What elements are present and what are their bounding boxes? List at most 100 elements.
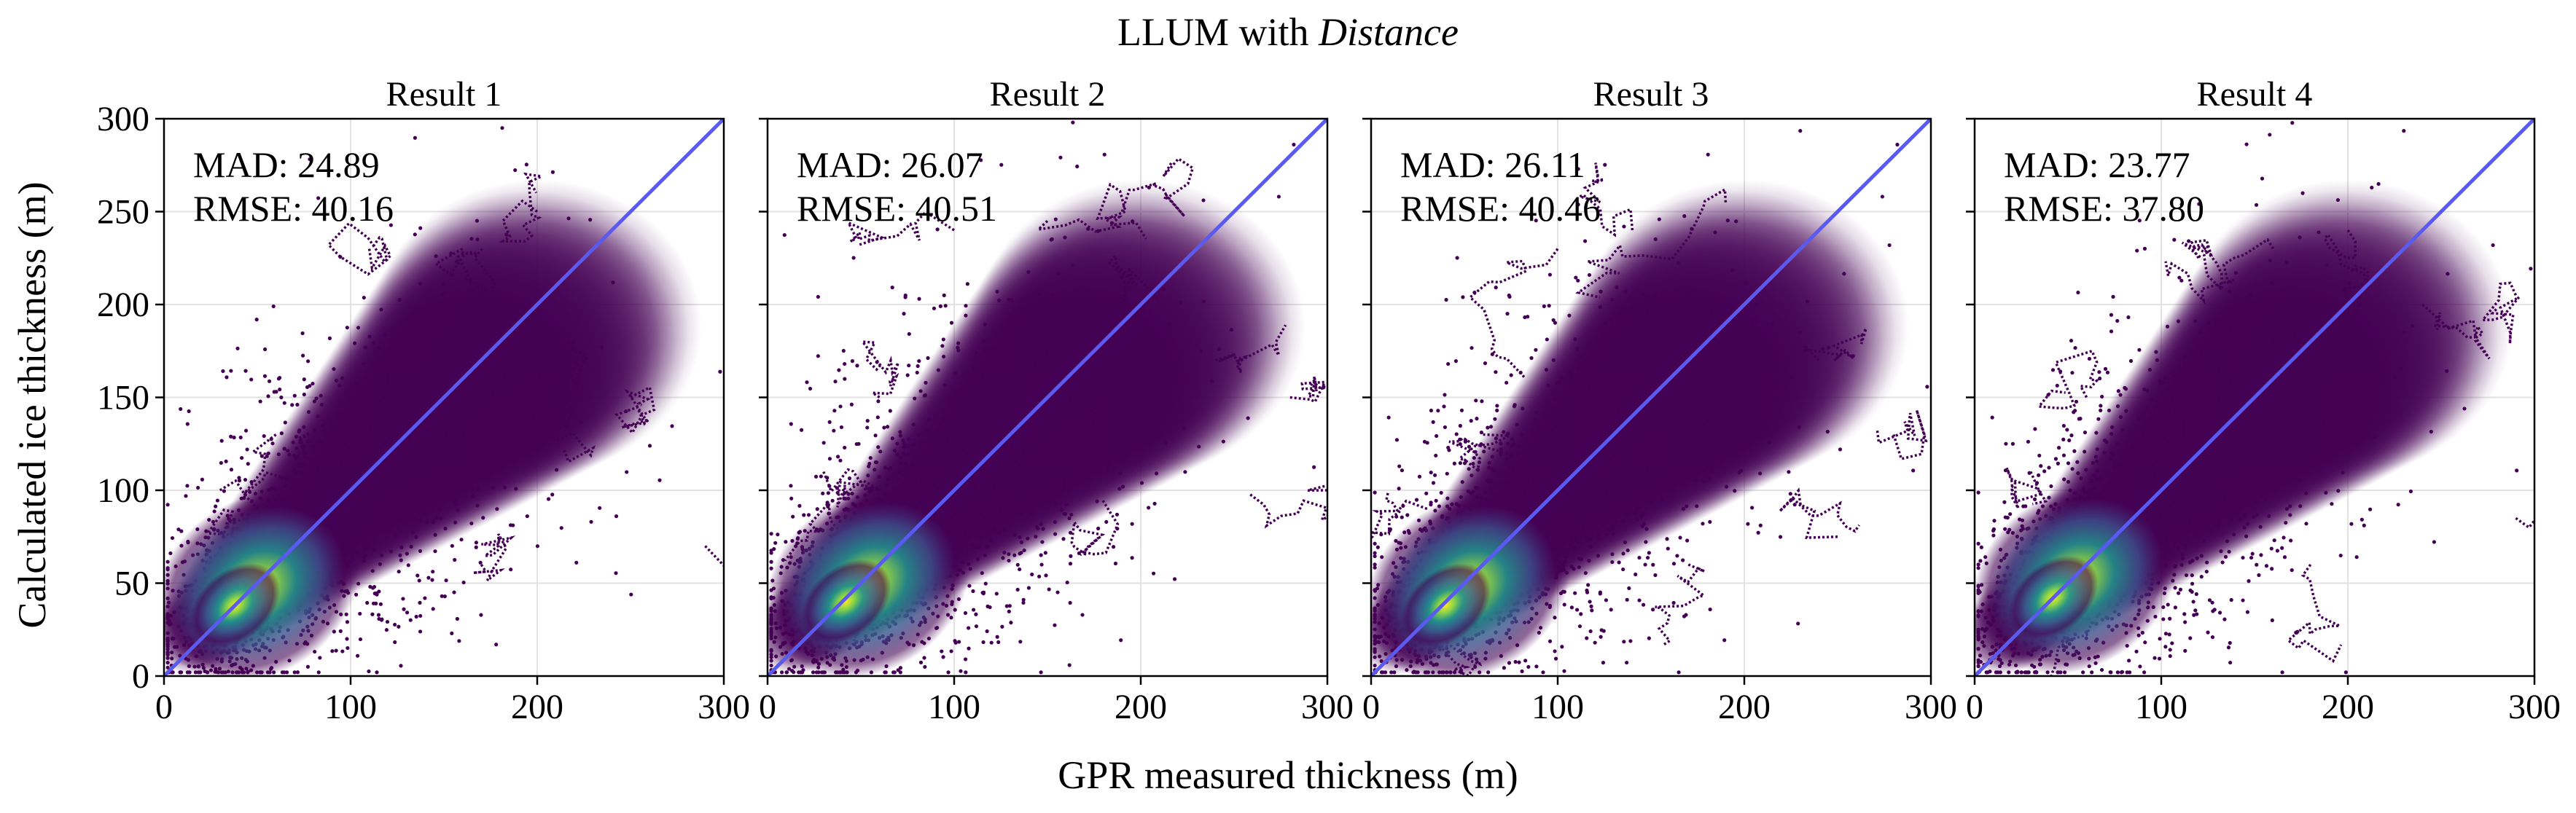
scatter-point: [1018, 535, 1022, 540]
scatter-point: [815, 507, 819, 511]
scatter-point: [791, 514, 795, 519]
scatter-point: [442, 378, 447, 382]
scatter-point: [2190, 581, 2195, 586]
scatter-point: [1678, 535, 1682, 540]
scatter-point: [1610, 559, 1615, 565]
scatter-point: [2236, 368, 2241, 372]
scatter-point: [434, 463, 438, 468]
scatter-point: [2161, 617, 2166, 621]
scatter-point: [305, 664, 311, 669]
scatter-point: [1531, 449, 1535, 453]
scatter-point: [415, 518, 419, 522]
scatter-point: [1490, 352, 1494, 356]
scatter-point: [1434, 498, 1438, 503]
scatter-point: [1738, 410, 1742, 415]
scatter-point: [1470, 474, 1474, 478]
scatter-point: [327, 464, 332, 468]
scatter-point: [926, 356, 930, 361]
scatter-point: [276, 452, 281, 457]
scatter-point: [442, 282, 446, 286]
scatter-point: [219, 460, 223, 466]
scatter-point: [1712, 461, 1717, 466]
scatter-point: [399, 558, 403, 562]
scatter-point: [200, 477, 205, 482]
scatter-point: [1676, 261, 1680, 265]
scatter-point: [884, 482, 889, 487]
scatter-trace: [1876, 409, 1928, 461]
scatter-point: [1012, 553, 1017, 557]
scatter-point: [1637, 598, 1642, 602]
scatter-point: [1013, 329, 1018, 334]
scatter-point: [1002, 456, 1007, 460]
scatter-point: [1583, 361, 1588, 366]
scatter-point: [418, 226, 423, 230]
scatter-point: [296, 455, 300, 459]
scatter-point: [165, 503, 170, 507]
scatter-point: [1515, 423, 1519, 427]
scatter-point: [1640, 524, 1644, 528]
scatter-point: [400, 347, 405, 352]
scatter-point: [418, 600, 422, 605]
scatter-point: [911, 443, 916, 447]
scatter-point: [345, 637, 349, 641]
scatter-point: [978, 485, 983, 490]
scatter-point: [509, 567, 513, 572]
scatter-point: [418, 549, 423, 553]
scatter-point: [866, 474, 870, 478]
scatter-point: [318, 656, 322, 660]
scatter-point: [1015, 445, 1019, 449]
scatter-point: [1645, 555, 1650, 560]
scatter-point: [1479, 431, 1484, 435]
scatter-point: [1198, 349, 1203, 353]
x-tick-label: 300: [1905, 688, 1957, 726]
scatter-point: [843, 377, 847, 381]
scatter-point: [454, 471, 459, 475]
scatter-point: [1598, 305, 1603, 310]
scatter-point: [611, 280, 615, 285]
scatter-point: [375, 591, 379, 595]
scatter-point: [1588, 629, 1593, 634]
scatter-point: [397, 624, 401, 629]
scatter-point: [1787, 470, 1791, 474]
suptitle-italic: Distance: [1318, 10, 1459, 54]
scatter-point: [170, 656, 174, 661]
scatter-point: [1520, 433, 1524, 437]
scatter-point: [1693, 452, 1698, 457]
scatter-point: [379, 417, 383, 422]
scatter-point: [372, 341, 376, 345]
scatter-point: [283, 420, 287, 425]
scatter-point: [1603, 162, 1607, 167]
scatter-point: [338, 485, 343, 490]
scatter-point: [1425, 441, 1429, 445]
scatter-point: [1623, 356, 1627, 360]
scatter-point: [1643, 562, 1647, 567]
scatter-point: [1667, 305, 1671, 309]
scatter-point: [307, 480, 311, 484]
scatter-point: [949, 649, 953, 653]
scatter-point: [410, 502, 415, 507]
scatter-point: [1119, 638, 1123, 643]
scatter-point: [1707, 438, 1712, 442]
scatter-point: [2092, 474, 2096, 478]
scatter-point: [1610, 552, 1615, 557]
scatter-point: [2245, 610, 2250, 614]
scatter-point: [327, 457, 332, 462]
scatter-point: [1039, 553, 1043, 557]
scatter-point: [302, 392, 306, 397]
scatter-point: [327, 336, 332, 340]
scatter-point: [1610, 418, 1615, 423]
scatter-point: [1373, 541, 1377, 546]
scatter-point: [1643, 416, 1648, 420]
scatter-point: [453, 499, 457, 504]
scatter-point: [513, 168, 518, 173]
scatter-point: [1573, 501, 1578, 506]
scatter-point: [1512, 486, 1516, 490]
scatter-point: [1113, 561, 1118, 566]
scatter-point: [474, 545, 478, 549]
scatter-point: [338, 442, 343, 447]
scatter-point: [434, 254, 438, 259]
scatter-point: [978, 449, 983, 454]
scatter-point: [1019, 540, 1024, 544]
scatter-point: [875, 415, 880, 420]
scatter-point: [1600, 474, 1604, 479]
